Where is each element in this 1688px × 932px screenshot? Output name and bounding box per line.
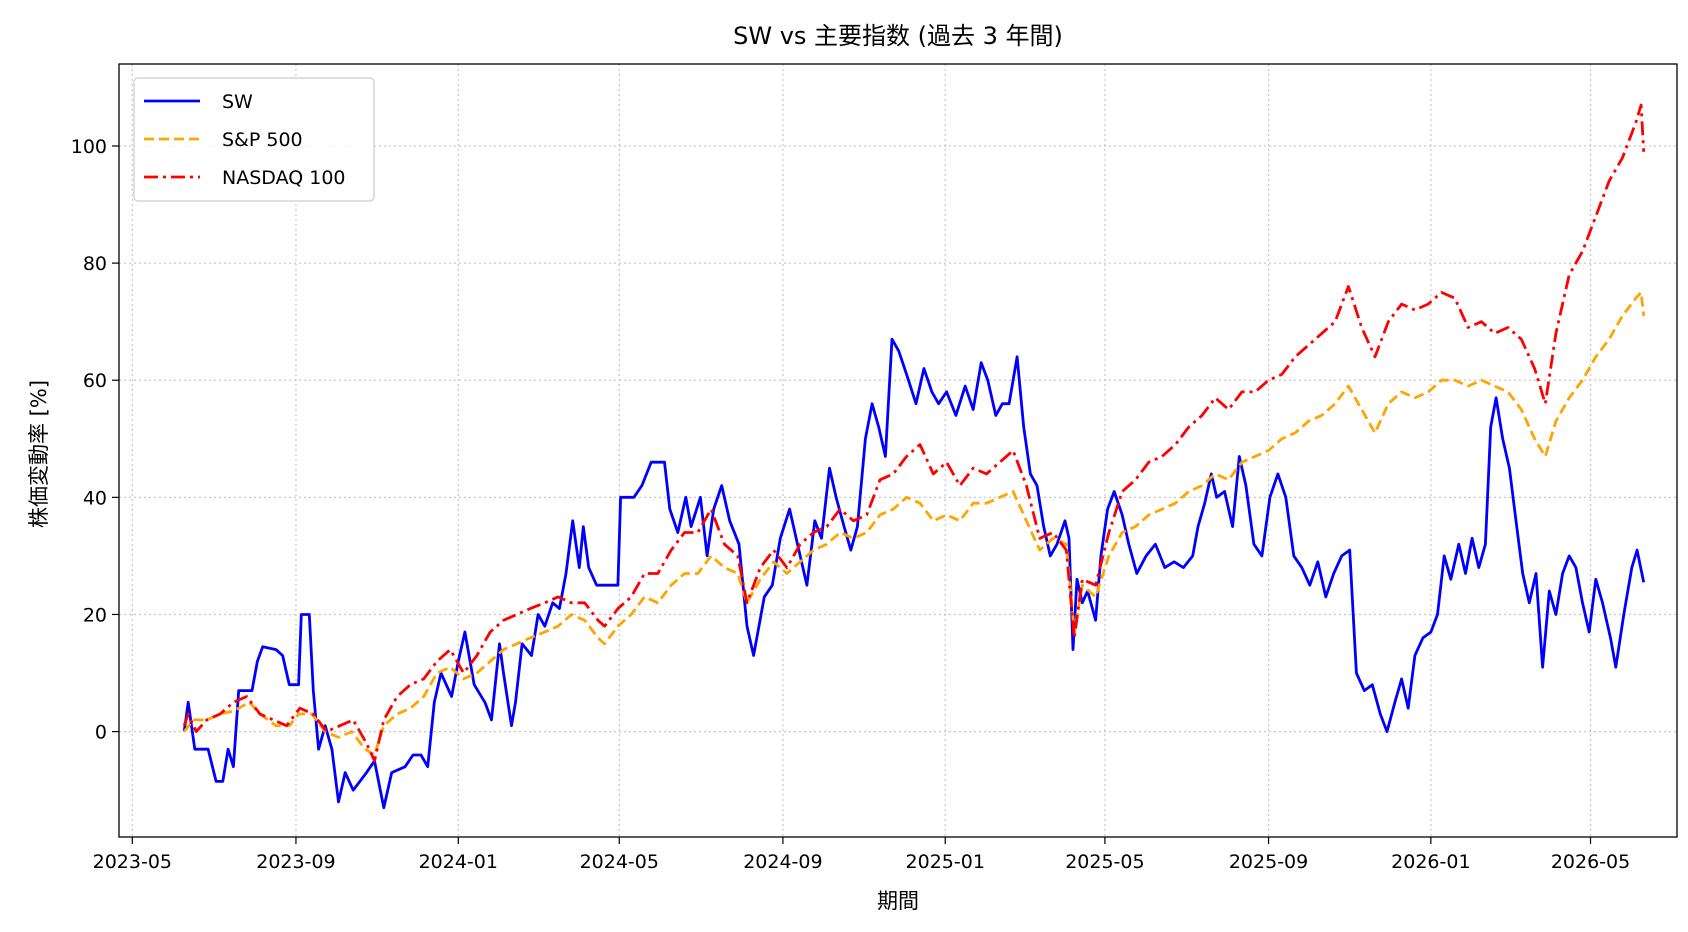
y-tick-label: 0: [95, 722, 107, 744]
x-axis-label: 期間: [877, 889, 919, 913]
x-tick-label: 2026-05: [1551, 851, 1630, 873]
plot-lines: [182, 103, 1646, 810]
legend-label: NASDAQ 100: [222, 167, 346, 189]
y-tick-label: 100: [71, 136, 107, 158]
series-line-0: [182, 337, 1646, 810]
legend: SW S&P 500 NASDAQ 100: [133, 77, 375, 202]
x-tick-label: 2025-01: [906, 851, 985, 873]
x-tick-label: 2024-01: [419, 851, 498, 873]
x-tick-label: 2026-01: [1391, 851, 1470, 873]
legend-label: SW: [222, 91, 253, 113]
y-axis-label: 株価変動率 [%]: [27, 380, 51, 528]
x-tick-label: 2024-09: [743, 851, 822, 873]
chart-title: SW vs 主要指数 (過去 3 年間): [733, 22, 1063, 50]
legend-label: S&P 500: [222, 129, 303, 151]
y-tick-label: 40: [83, 487, 107, 509]
y-tick-label: 20: [83, 604, 107, 626]
series-line-1: [183, 291, 1646, 757]
x-axis: 2023-05 2023-09 2024-01 2024-05 2024-09 2025-…: [93, 837, 1630, 873]
x-tick-label: 2023-09: [256, 851, 335, 873]
y-tick-label: 80: [83, 253, 107, 275]
x-tick-label: 2023-05: [93, 851, 172, 873]
x-tick-label: 2024-05: [580, 851, 659, 873]
y-axis: 0 20 40 60 80 100: [71, 136, 119, 744]
x-tick-label: 2025-05: [1065, 851, 1144, 873]
y-tick-label: 60: [83, 370, 107, 392]
plot-frame: [118, 63, 1678, 838]
legend-box: [133, 77, 375, 202]
x-tick-label: 2025-09: [1229, 851, 1308, 873]
series-line-2: [182, 103, 1646, 763]
